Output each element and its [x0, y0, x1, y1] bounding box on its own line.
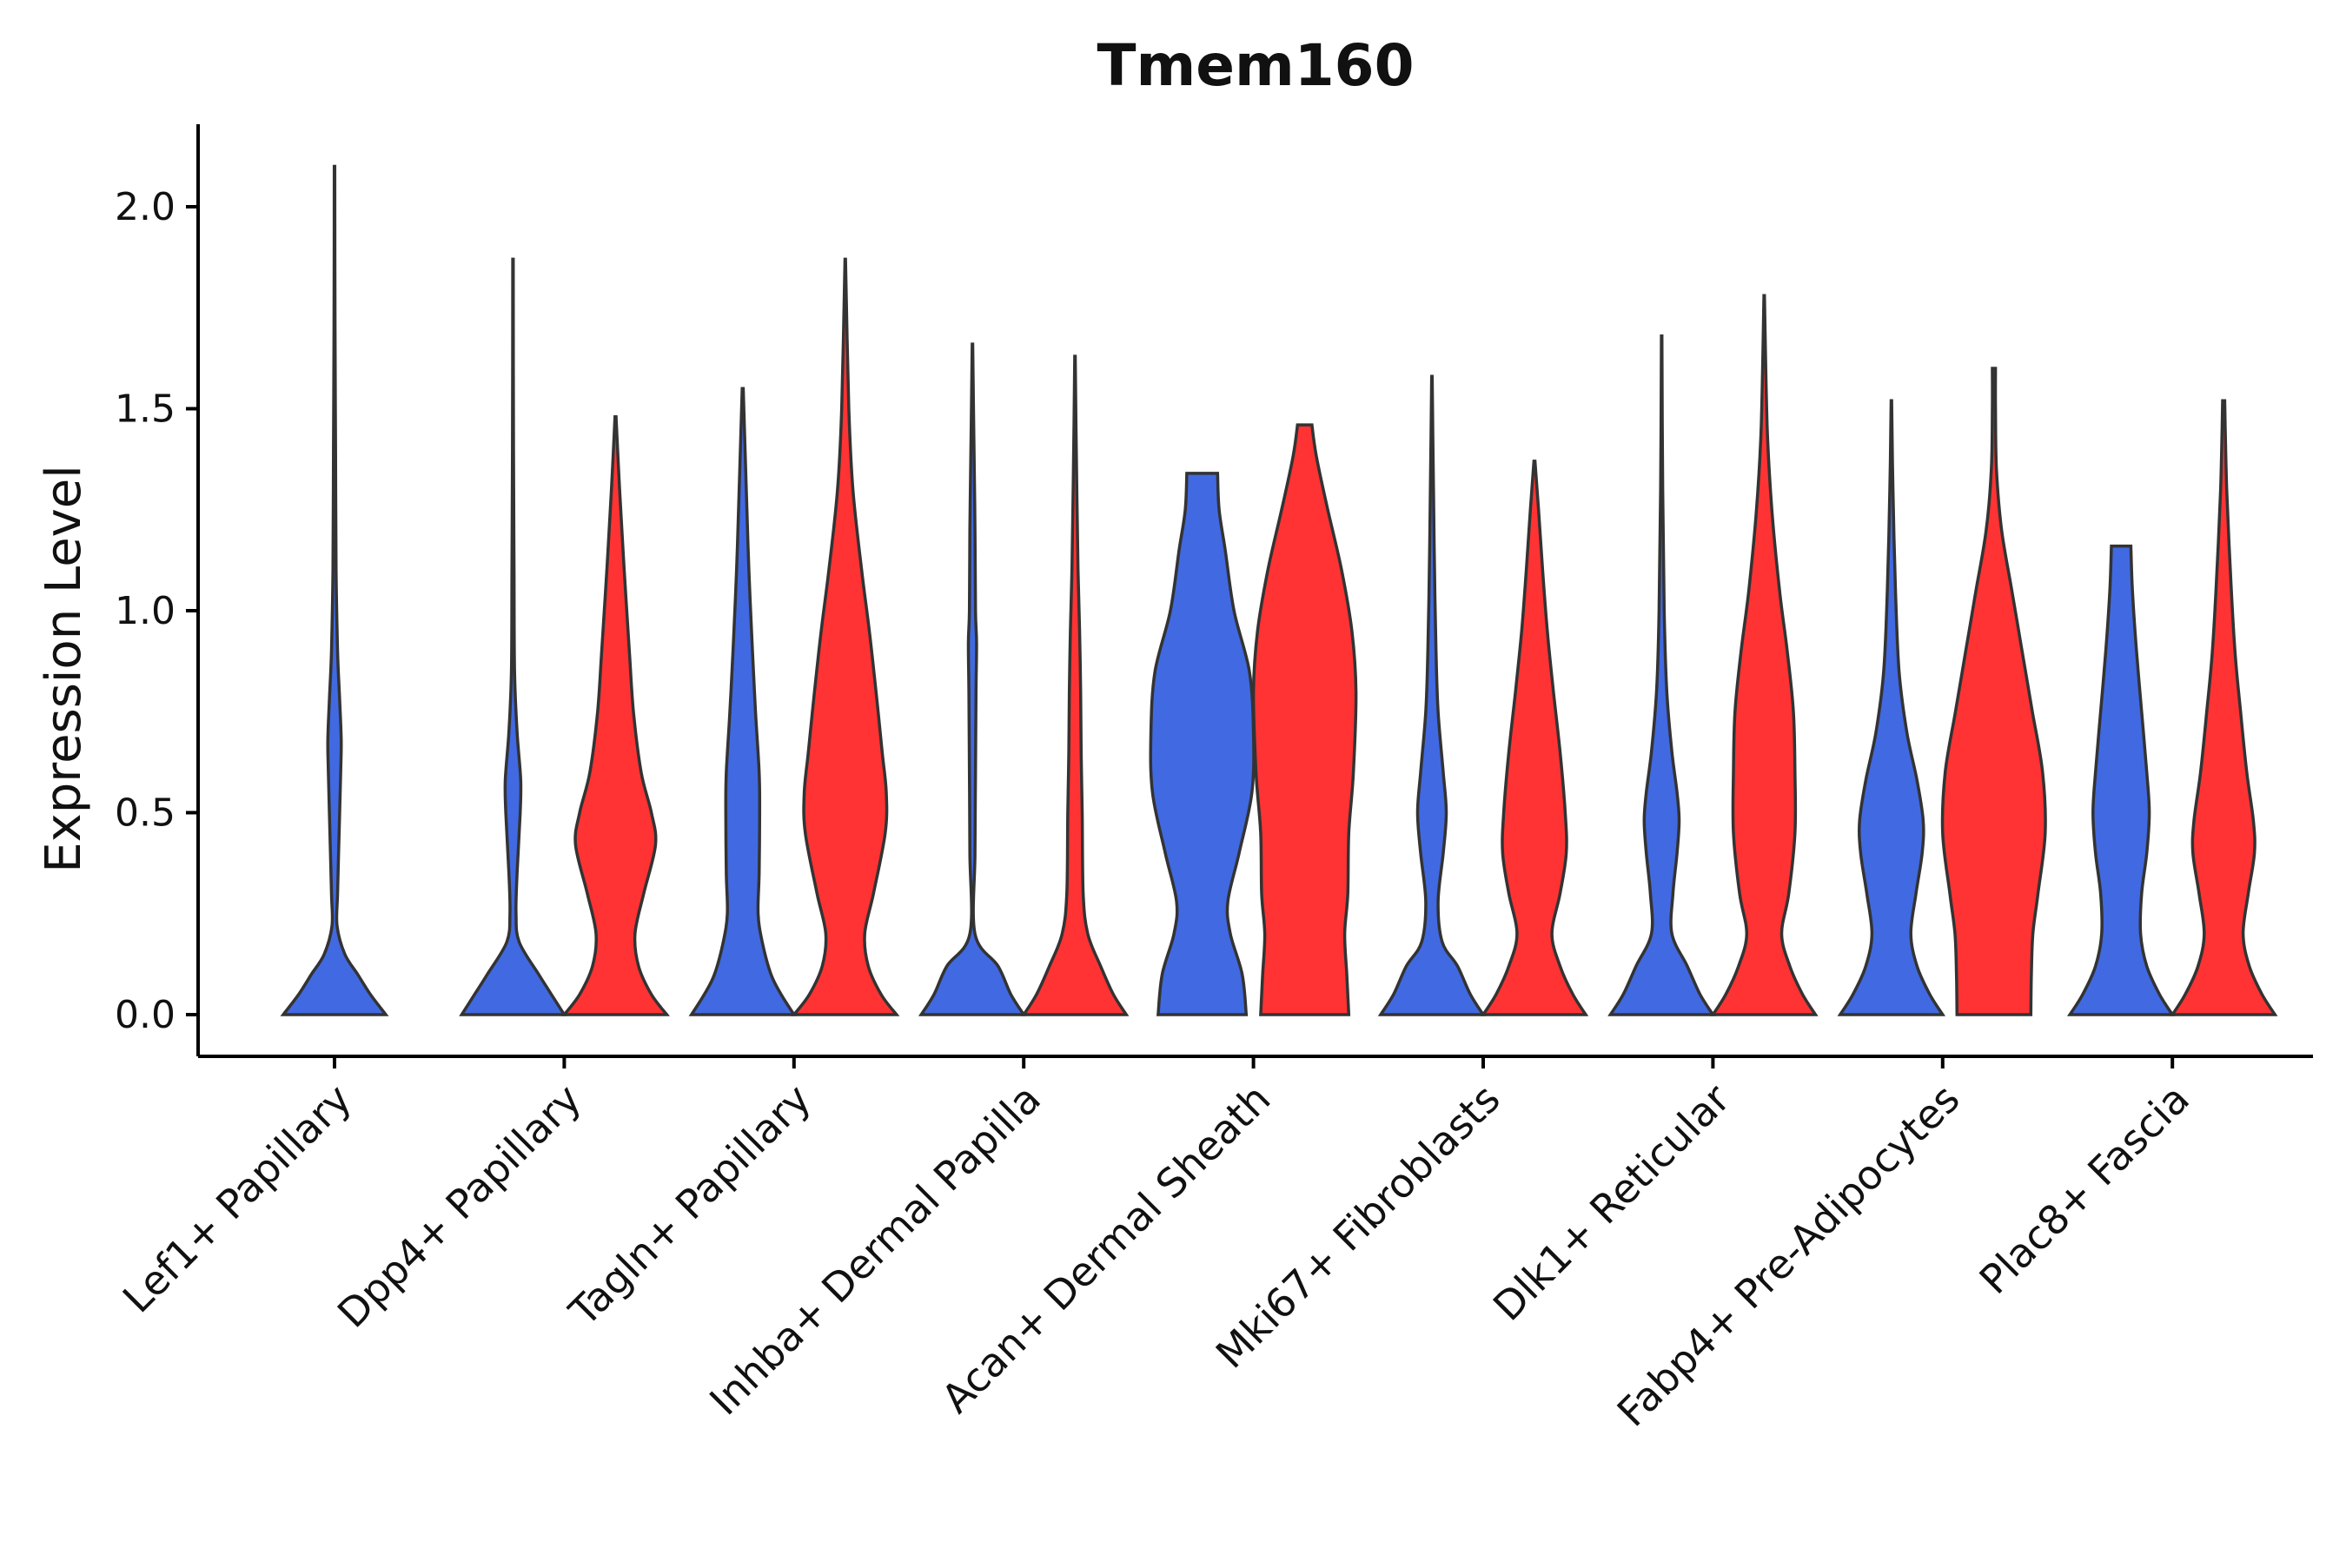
chart-title: Tmem160 — [1097, 32, 1414, 99]
y-tick-label: 0.0 — [115, 993, 176, 1037]
violin-0-group1 — [280, 164, 389, 1016]
x-tick-label: Plac8+ Fascia — [1971, 1075, 2198, 1303]
violin-6-group2 — [1710, 294, 1819, 1016]
violin-1-group1 — [459, 257, 567, 1016]
y-tick-label: 1.0 — [115, 589, 176, 633]
violin-3-group1 — [918, 342, 1027, 1016]
violin-6-group1 — [1607, 334, 1716, 1016]
violin-1-group2 — [560, 415, 670, 1016]
x-tick-label: Tagln+ Papillary — [560, 1075, 820, 1336]
violin-8-group1 — [2066, 544, 2176, 1016]
violin-3-group2 — [1020, 354, 1130, 1016]
x-tick-label: Lef1+ Papillary — [114, 1075, 361, 1322]
violin-2-group2 — [791, 257, 900, 1016]
violin-5-group2 — [1480, 460, 1589, 1016]
x-tick-label: Dlk1+ Reticular — [1484, 1075, 1739, 1330]
violin-7-group1 — [1837, 399, 1946, 1016]
violin-4-group2 — [1251, 423, 1358, 1016]
y-tick-label: 0.5 — [115, 791, 176, 836]
x-tick-label: Dpp4+ Papillary — [328, 1075, 590, 1337]
violin-4-group1 — [1149, 472, 1256, 1016]
y-axis-title: Expression Level — [36, 465, 92, 873]
violin-7-group2 — [1940, 367, 2047, 1016]
violin-8-group2 — [2169, 399, 2278, 1016]
y-tick-label: 1.5 — [115, 387, 176, 432]
violin-5-group1 — [1377, 374, 1487, 1016]
y-tick-label: 2.0 — [115, 185, 176, 229]
violin-2-group1 — [688, 387, 798, 1016]
violins-layer — [280, 164, 2278, 1016]
